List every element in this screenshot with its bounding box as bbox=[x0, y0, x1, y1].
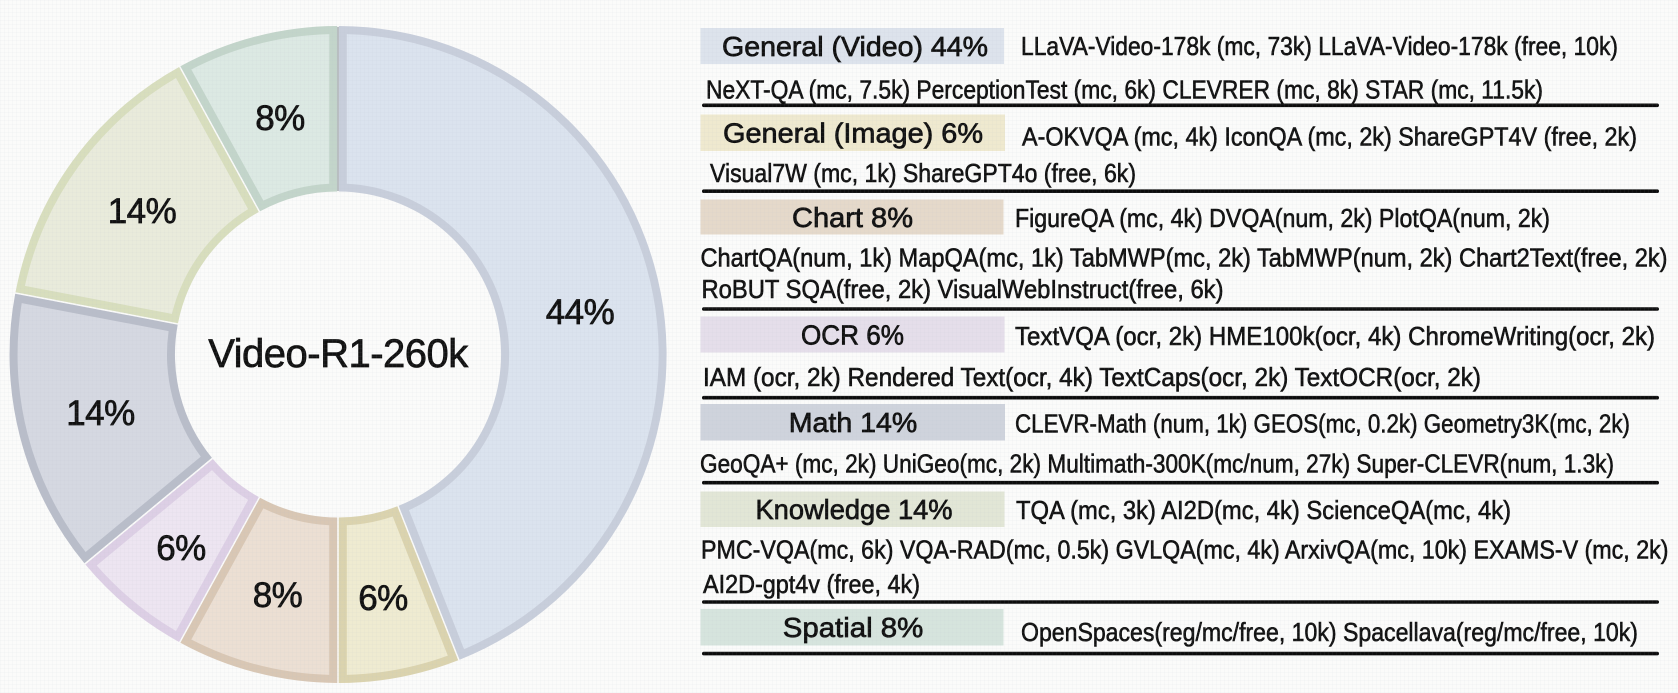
svg-text:Visual7W (mc, 1k) ShareGPT4: Visual7W (mc, 1k) ShareGPT4o (free, 6k) bbox=[710, 158, 1136, 188]
svg-text:TextVQA (ocr, 2k) HME100k(oc: TextVQA (ocr, 2k) HME100k(ocr, 4k) Chrom… bbox=[1015, 321, 1655, 351]
svg-text:TQA (mc, 3k) AI2D(mc, 4k): TQA (mc, 3k) AI2D(mc, 4k) ScienceQA(mc, … bbox=[1016, 495, 1511, 525]
svg-text:14%: 14% bbox=[108, 192, 177, 231]
svg-text:8%: 8% bbox=[253, 576, 303, 615]
svg-text:GeoQA+ (mc, 2k) UniGeo(mc, 2: GeoQA+ (mc, 2k) UniGeo(mc, 2k) Multimath… bbox=[700, 448, 1614, 478]
svg-text:General (Video) 44%: General (Video) 44% bbox=[722, 31, 988, 62]
svg-text:Knowledge 14%: Knowledge 14% bbox=[756, 494, 953, 525]
svg-text:OCR 6%: OCR 6% bbox=[801, 320, 904, 351]
svg-text:IAM (ocr, 2k) Rendered Text(: IAM (ocr, 2k) Rendered Text(ocr, 4k) Tex… bbox=[703, 362, 1481, 392]
svg-text:PMC-VQA(mc, 6k) VQA-RAD(mc,: PMC-VQA(mc, 6k) VQA-RAD(mc, 0.5k) GVLQA(… bbox=[701, 535, 1669, 565]
svg-text:Spatial 8%: Spatial 8% bbox=[783, 612, 924, 643]
svg-text:ChartQA(num, 1k) MapQA(mc, 1: ChartQA(num, 1k) MapQA(mc, 1k) TabMWP(mc… bbox=[701, 243, 1668, 273]
svg-text:LLaVA-Video-178k (mc, 73k) L: LLaVA-Video-178k (mc, 73k) LLaVA-Video-1… bbox=[1021, 31, 1618, 61]
svg-text:AI2D-gpt4v (free, 4k): AI2D-gpt4v (free, 4k) bbox=[703, 569, 920, 599]
svg-text:FigureQA (mc, 4k) DVQA(num,: FigureQA (mc, 4k) DVQA(num, 2k) PlotQA(n… bbox=[1015, 203, 1550, 233]
svg-text:Video-R1-260k: Video-R1-260k bbox=[208, 332, 469, 376]
svg-text:Chart 8%: Chart 8% bbox=[792, 202, 913, 233]
svg-text:14%: 14% bbox=[66, 394, 135, 433]
svg-text:OpenSpaces(reg/mc/free, 10k): OpenSpaces(reg/mc/free, 10k) Spacellava(… bbox=[1021, 617, 1638, 647]
svg-text:NeXT-QA (mc, 7.5k) Perceptio: NeXT-QA (mc, 7.5k) PerceptionTest (mc, 6… bbox=[706, 75, 1543, 105]
svg-text:8%: 8% bbox=[255, 99, 305, 138]
svg-text:Math 14%: Math 14% bbox=[789, 407, 918, 438]
svg-text:RoBUT SQA(free, 2k) VisualWe: RoBUT SQA(free, 2k) VisualWebInstruct(fr… bbox=[702, 274, 1224, 304]
svg-text:44%: 44% bbox=[546, 293, 615, 332]
svg-text:6%: 6% bbox=[156, 529, 206, 568]
svg-text:General (Image) 6%: General (Image) 6% bbox=[723, 118, 983, 149]
svg-text:CLEVR-Math (num, 1k) GEOS(mc: CLEVR-Math (num, 1k) GEOS(mc, 0.2k) Geom… bbox=[1015, 409, 1630, 439]
svg-text:A-OKVQA (mc, 4k) IconQA (mc,: A-OKVQA (mc, 4k) IconQA (mc, 2k) ShareGP… bbox=[1022, 122, 1637, 152]
svg-text:6%: 6% bbox=[358, 579, 408, 618]
